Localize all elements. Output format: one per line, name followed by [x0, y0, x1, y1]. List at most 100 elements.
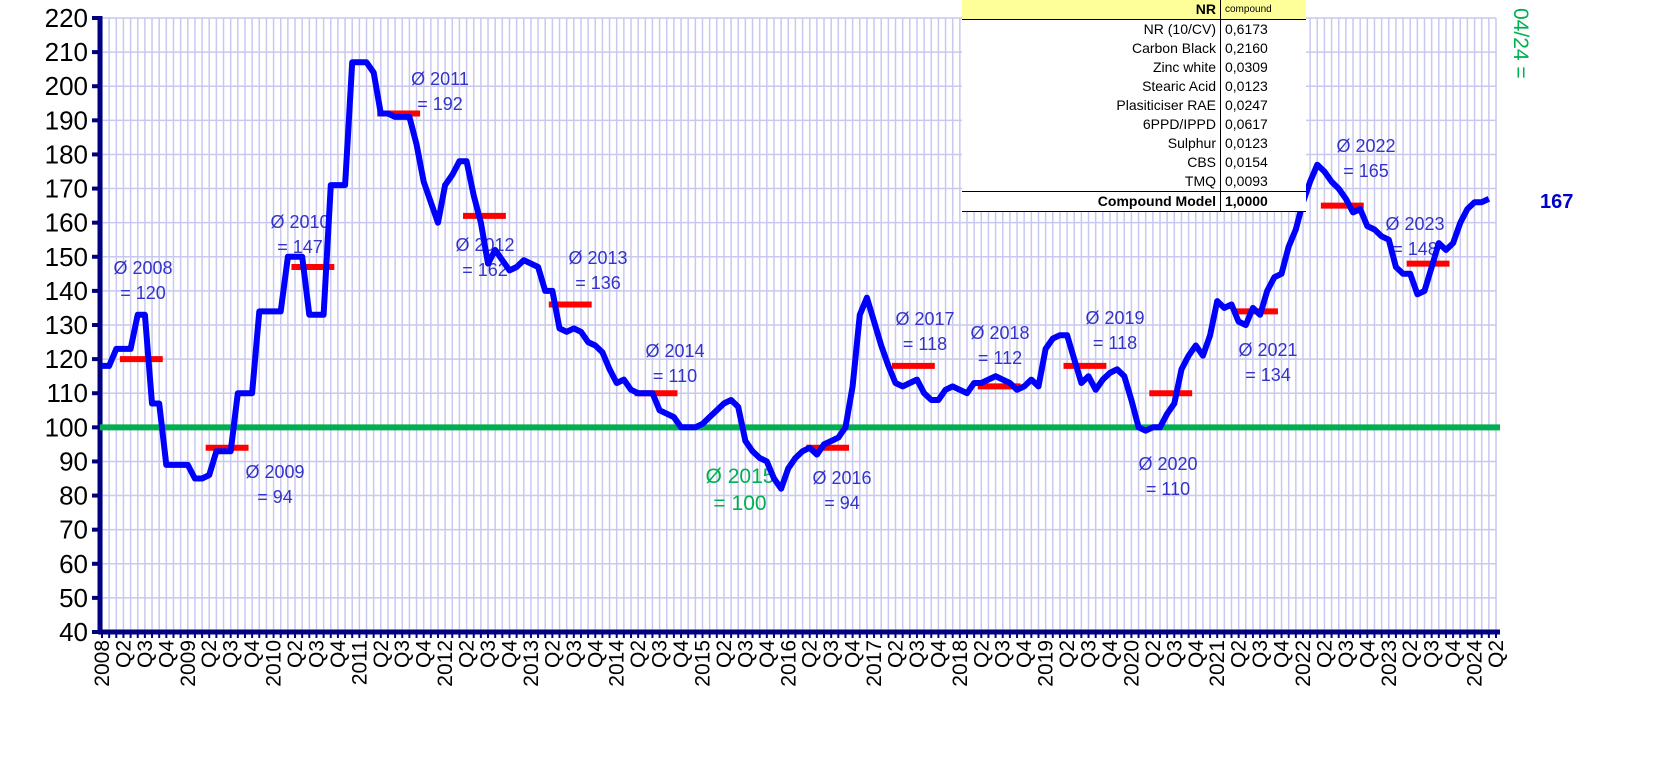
x-tick-label: 2008: [91, 640, 114, 687]
y-tick-label: 70: [59, 515, 88, 545]
table-row: Plasiticiser RAE 0,0247: [962, 96, 1306, 115]
last-date-label: 04/24 =: [1509, 8, 1532, 79]
x-tick-label: Q2: [627, 640, 650, 668]
table-cell: 0,2160: [1225, 40, 1268, 56]
average-value-label: = 120: [120, 283, 166, 303]
x-tick-label: Q2: [885, 640, 908, 668]
x-tick-label: Q4: [584, 640, 607, 668]
table-row: Sulphur 0,0123: [962, 134, 1306, 153]
table-row: Zinc white 0,0309: [962, 58, 1306, 77]
y-tick-label: 50: [59, 583, 88, 613]
average-label: Ø 2009: [245, 462, 304, 482]
x-tick-label: Q3: [391, 640, 414, 668]
x-tick-label: Q2: [541, 640, 564, 668]
x-tick-label: 2010: [263, 640, 286, 687]
average-label: Ø 2018: [970, 323, 1029, 343]
table-cell: 0,0154: [1225, 154, 1268, 170]
x-tick-label: Q2: [1313, 640, 1336, 668]
x-tick-label: 2023: [1378, 640, 1401, 687]
table-cell: Sulphur: [962, 134, 1221, 153]
table-cell: 0,0247: [1225, 97, 1268, 113]
table-row: 6PPD/IPPD 0,0617: [962, 115, 1306, 134]
table-cell: 0,6173: [1225, 21, 1268, 37]
table-cell: Stearic Acid: [962, 77, 1221, 96]
table-cell: 0,0617: [1225, 116, 1268, 132]
x-tick-label: 2016: [777, 640, 800, 687]
y-tick-label: 160: [45, 208, 88, 238]
x-tick-label: Q2: [1056, 640, 1079, 668]
x-tick-label: Q4: [498, 640, 521, 668]
x-tick-label: Q2: [970, 640, 993, 668]
x-tick-label: Q2: [799, 640, 822, 668]
x-tick-label: Q4: [1356, 640, 1379, 668]
x-tick-label: Q3: [1163, 640, 1186, 668]
y-tick-label: 80: [59, 481, 88, 511]
x-tick-label: Q4: [327, 640, 350, 668]
x-tick-label: 2018: [949, 640, 972, 687]
x-tick-label: Q4: [155, 640, 178, 668]
x-tick-label: 2009: [177, 640, 200, 687]
y-tick-label: 170: [45, 174, 88, 204]
table-row: NR (10/CV) 0,6173: [962, 19, 1306, 39]
table-cell: CBS: [962, 153, 1221, 172]
x-tick-label: Q4: [756, 640, 779, 668]
x-tick-label: Q4: [1013, 640, 1036, 668]
x-tick-label: Q4: [927, 640, 950, 668]
table-header: NR compound: [962, 0, 1306, 20]
x-tick-label: Q2: [1228, 640, 1251, 668]
x-tick-label: Q3: [477, 640, 500, 668]
x-tick-label: Q4: [842, 640, 865, 668]
average-value-label: = 165: [1343, 161, 1389, 181]
average-value-label: = 134: [1245, 365, 1291, 385]
average-value-label: = 118: [1093, 333, 1137, 353]
average-value-label: = 112: [978, 348, 1022, 368]
y-tick-label: 200: [45, 71, 88, 101]
table-cell: 0,0123: [1225, 78, 1268, 94]
table-cell: Compound Model: [962, 191, 1221, 212]
x-tick-label: Q4: [1099, 640, 1122, 668]
x-tick-label: 2024: [1464, 640, 1487, 687]
average-value-label: = 148: [1392, 239, 1438, 259]
x-tick-label: 2022: [1292, 640, 1315, 687]
table-cell: TMQ: [962, 172, 1221, 192]
table-cell: Zinc white: [962, 58, 1221, 77]
x-tick-label: 2014: [606, 640, 629, 687]
y-tick-label: 60: [59, 549, 88, 579]
x-tick-label: Q3: [1335, 640, 1358, 668]
y-tick-label: 210: [45, 37, 88, 67]
header-cell: NR: [962, 0, 1221, 20]
y-tick-label: 150: [45, 242, 88, 272]
table-row: Stearic Acid 0,0123: [962, 77, 1306, 96]
x-tick-label: 2015: [691, 640, 714, 687]
x-tick-label: 2019: [1035, 640, 1058, 687]
average-label: Ø 2021: [1238, 340, 1297, 360]
average-label: Ø 2019: [1085, 308, 1144, 328]
average-label: Ø 2022: [1336, 136, 1395, 156]
x-tick-label: Q4: [241, 640, 264, 668]
average-value-label: = 94: [824, 493, 860, 513]
x-tick-label: Q2: [284, 640, 307, 668]
y-tick-label: 40: [59, 617, 88, 647]
y-tick-label: 110: [47, 378, 88, 408]
table-row: Carbon Black 0,2160: [962, 39, 1306, 58]
reference-value-label: = 100: [713, 492, 766, 515]
average-label: Ø 2011: [411, 69, 469, 89]
average-label: Ø 2020: [1138, 454, 1197, 474]
x-tick-label: Q3: [906, 640, 929, 668]
table-row: TMQ 0,0093: [962, 172, 1306, 192]
x-tick-label: Q3: [305, 640, 328, 668]
y-tick-label: 140: [45, 276, 88, 306]
last-value-label: 167: [1540, 191, 1573, 213]
y-tick-label: 90: [59, 446, 88, 476]
average-label: Ø 2013: [568, 248, 627, 268]
x-tick-label: Q4: [670, 640, 693, 668]
x-tick-label: Q2: [456, 640, 479, 668]
x-tick-label: Q4: [1185, 640, 1208, 668]
y-tick-label: 190: [45, 105, 88, 135]
x-tick-label: Q2: [1485, 640, 1508, 668]
y-tick-label: 180: [45, 139, 88, 169]
table-row: Compound Model 1,0000: [962, 191, 1306, 212]
table-cell: 1,0000: [1220, 191, 1306, 212]
x-tick-label: Q3: [734, 640, 757, 668]
